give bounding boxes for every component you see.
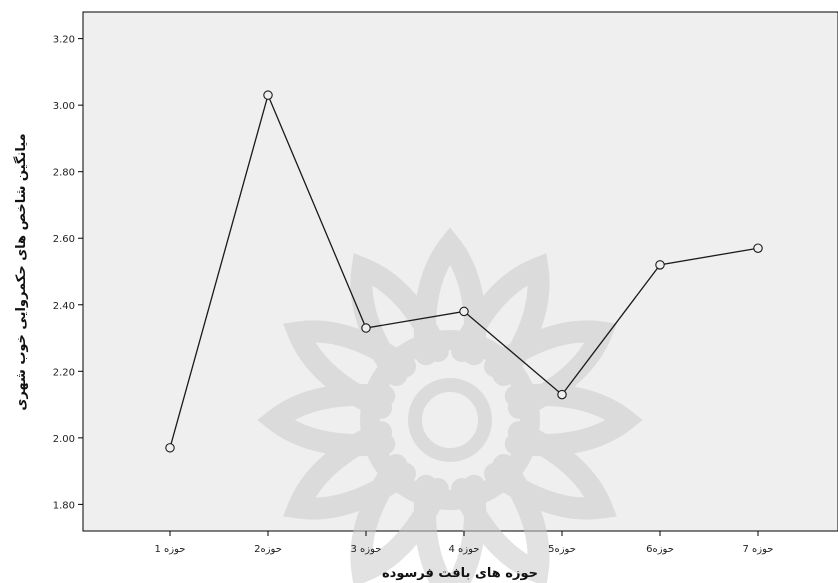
watermark-emblem (257, 227, 643, 583)
y-tick-label: 3.00 (53, 101, 75, 112)
x-tick-label: حوزه 1 (155, 544, 186, 555)
y-tick-label: 2.40 (53, 301, 75, 312)
y-tick-label: 2.20 (53, 367, 75, 378)
data-point (165, 443, 175, 453)
x-axis-title: حوزه های بافت فرسوده (382, 566, 538, 581)
x-tick-label: حوزه 7 (743, 544, 774, 555)
data-point (459, 306, 469, 317)
y-tick-label: 1.80 (53, 500, 75, 511)
x-tick-label: حوزه 4 (449, 544, 480, 555)
data-point (655, 260, 665, 270)
data-point (361, 323, 371, 333)
series-layer (165, 90, 763, 453)
data-point (753, 243, 763, 253)
data-point (557, 389, 567, 400)
y-tick-label: 2.00 (53, 434, 75, 445)
x-tick-label: حوزه2 (254, 544, 282, 555)
y-tick-label: 3.20 (53, 35, 75, 46)
x-axis-ticks: حوزه 1 حوزه2 حوزه 3 حوزه 4 حوزه5 حوزه6 حوزه 7 (155, 531, 774, 555)
y-axis-ticks: 1.80 2.00 2.20 2.40 2.60 2.80 3.00 3.20 (53, 35, 83, 511)
data-point (263, 90, 273, 100)
x-tick-label: حوزه 3 (351, 544, 382, 555)
y-tick-label: 2.60 (53, 234, 75, 245)
y-axis-title: میانگین شاخص های حکمروایی خوب شهری (13, 133, 29, 410)
watermark-petal (350, 253, 449, 387)
y-tick-label: 2.80 (53, 168, 75, 179)
watermark-ring (360, 330, 540, 510)
watermark-center (408, 378, 492, 462)
x-tick-label: حوزه5 (548, 544, 576, 555)
x-tick-label: حوزه6 (646, 544, 674, 555)
